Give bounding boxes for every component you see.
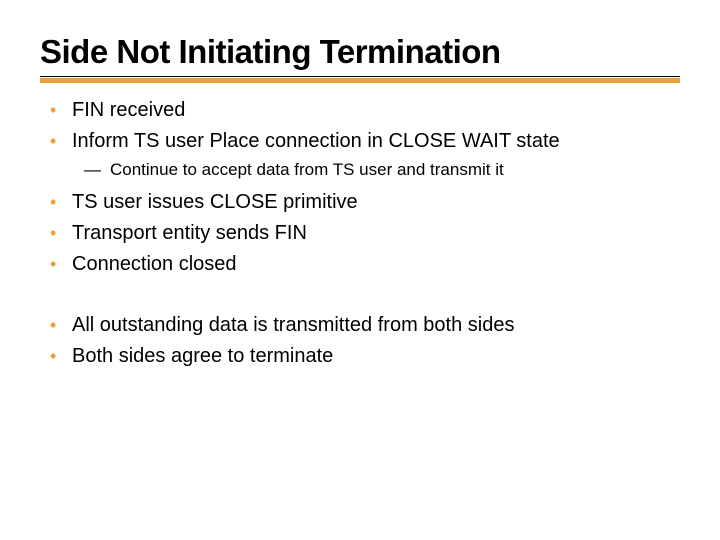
bullet-text: Both sides agree to terminate xyxy=(72,343,680,370)
bullet-level-1: •Connection closed xyxy=(50,251,680,278)
bullet-text: TS user issues CLOSE primitive xyxy=(72,189,680,216)
bullet-level-1: •Both sides agree to terminate xyxy=(50,343,680,370)
dot-marker: • xyxy=(50,220,72,247)
rule-thick xyxy=(40,78,680,83)
slide: Side Not Initiating Termination •FIN rec… xyxy=(0,0,720,540)
bullet-text: Continue to accept data from TS user and… xyxy=(110,159,680,181)
dot-marker: • xyxy=(50,343,72,370)
bullet-group: •All outstanding data is transmitted fro… xyxy=(50,312,680,370)
slide-body: •FIN received•Inform TS user Place conne… xyxy=(40,97,680,370)
bullet-group: •FIN received•Inform TS user Place conne… xyxy=(50,97,680,278)
rule-thin xyxy=(40,76,680,77)
bullet-text: Transport entity sends FIN xyxy=(72,220,680,247)
slide-title: Side Not Initiating Termination xyxy=(40,34,680,74)
bullet-text: Connection closed xyxy=(72,251,680,278)
bullet-text: Inform TS user Place connection in CLOSE… xyxy=(72,128,680,155)
dot-marker: • xyxy=(50,312,72,339)
bullet-level-1: •All outstanding data is transmitted fro… xyxy=(50,312,680,339)
bullet-level-1: •Transport entity sends FIN xyxy=(50,220,680,247)
bullet-level-2: —Continue to accept data from TS user an… xyxy=(84,159,680,181)
bullet-level-1: •Inform TS user Place connection in CLOS… xyxy=(50,128,680,155)
dot-marker: • xyxy=(50,251,72,278)
title-block: Side Not Initiating Termination xyxy=(40,34,680,83)
bullet-level-1: •FIN received xyxy=(50,97,680,124)
bullet-level-1: •TS user issues CLOSE primitive xyxy=(50,189,680,216)
dot-marker: • xyxy=(50,128,72,155)
dash-marker: — xyxy=(84,159,110,181)
dot-marker: • xyxy=(50,97,72,124)
bullet-text: FIN received xyxy=(72,97,680,124)
dot-marker: • xyxy=(50,189,72,216)
bullet-text: All outstanding data is transmitted from… xyxy=(72,312,680,339)
